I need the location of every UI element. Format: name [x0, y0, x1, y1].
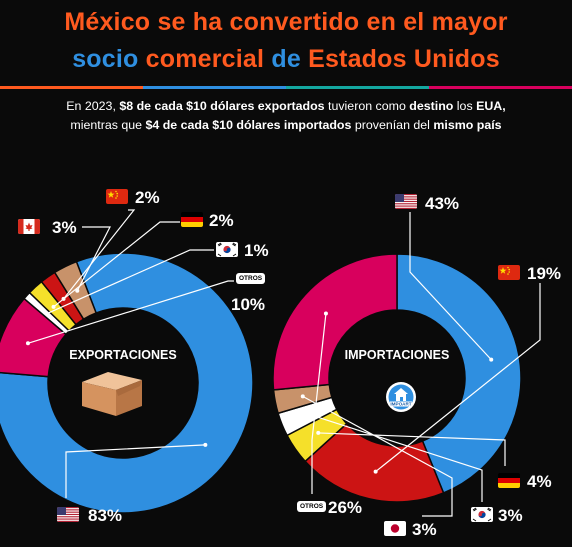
- leader-imp-korea-dot: [306, 412, 311, 417]
- japan-flag-icon: [384, 521, 406, 536]
- korea-flag-icon: [216, 242, 238, 257]
- importaciones-label: IMPORTACIONES: [344, 348, 450, 362]
- leader-imp-korea: [307, 413, 483, 502]
- korea-flag-icon: [471, 507, 493, 522]
- leader-imp-otros-dot: [323, 311, 328, 316]
- china-flag-icon: [106, 189, 128, 204]
- title-word: mayor: [431, 8, 508, 36]
- leader-exp-usa: [65, 444, 206, 498]
- subtitle-text: $8 de cada $10 dólares exportados: [119, 99, 325, 113]
- subtitle-text: mientras que: [70, 118, 146, 132]
- leader-imp-germany-dot: [316, 430, 321, 435]
- leader-imp-china-dot: [373, 469, 378, 474]
- leader-imp-china: [375, 283, 541, 473]
- title-line-1: México se ha convertido en el mayor: [0, 8, 572, 37]
- exp-otros-pct: 10%: [231, 295, 266, 314]
- imp-otros-pct: 26%: [328, 498, 363, 517]
- divider-orange: [0, 86, 143, 89]
- exp-korea-pct: 1%: [244, 241, 269, 260]
- leader-exp-germany: [53, 221, 180, 308]
- subtitle-text: $4 de cada $10 dólares importados: [145, 118, 352, 132]
- leader-exp-canada-dot: [75, 288, 80, 293]
- subtitle: En 2023, $8 de cada $10 dólares exportad…: [0, 97, 572, 135]
- leader-exp-germany-dot: [51, 304, 56, 309]
- exp-canada-pct: 3%: [52, 218, 77, 237]
- exp-china-pct: 2%: [135, 188, 160, 207]
- subtitle-text: los: [453, 99, 477, 113]
- exportaciones-label: EXPORTACIONES: [69, 348, 177, 362]
- donut-hole: [330, 311, 464, 445]
- title-word: se ha convertido en el: [157, 8, 425, 36]
- leader-lines: [25, 209, 541, 517]
- title-word: socio: [72, 45, 139, 73]
- leader-imp-otros: [311, 313, 327, 494]
- divider-magenta: [429, 86, 572, 89]
- leader-exp-china: [63, 209, 136, 300]
- imp-korea-pct: 3%: [498, 506, 523, 525]
- leader-imp-usa: [409, 212, 492, 361]
- leader-exp-korea: [46, 249, 214, 315]
- germany-flag-icon: [181, 212, 203, 227]
- canada-flag-icon: [18, 219, 40, 234]
- subtitle-text: En 2023,: [66, 99, 120, 113]
- donut-slice-estados-unidos: [396, 253, 522, 494]
- exp-germany-pct: 2%: [209, 211, 234, 230]
- svg-text:IMPOART: IMPOART: [390, 402, 411, 407]
- subtitle-text: EUA,: [476, 99, 506, 113]
- usa-flag-icon: [57, 507, 79, 522]
- leader-imp-japan: [302, 395, 453, 517]
- otros-icon: OTROS: [297, 501, 327, 512]
- subtitle-text: mismo país: [433, 118, 502, 132]
- imp-japan-pct: 3%: [412, 520, 437, 539]
- usa-flag-icon: [395, 194, 417, 209]
- title-word: comercial: [145, 45, 265, 73]
- subtitle-text: provenían del: [351, 118, 434, 132]
- leader-imp-germany: [318, 432, 506, 466]
- exp-usa-pct: 83%: [88, 506, 123, 525]
- donut-slice-estados-unidos: [0, 252, 254, 514]
- title-line-2: socio comercial de Estados Unidos: [0, 45, 572, 74]
- import-icon: IMPOART: [386, 382, 416, 412]
- leader-exp-korea-dot: [44, 311, 49, 316]
- title-word: México: [64, 8, 151, 36]
- otros-icon: OTROS: [236, 273, 266, 284]
- imp-germany-pct: 4%: [527, 472, 552, 491]
- leader-exp-canada: [76, 226, 111, 291]
- divider-teal: [286, 86, 429, 89]
- divider-blue: [143, 86, 286, 89]
- title-word: Estados Unidos: [308, 45, 500, 73]
- china-flag-icon: [498, 265, 520, 280]
- leader-exp-otros: [27, 280, 234, 344]
- imp-china-pct: 19%: [527, 264, 562, 283]
- subtitle-text: destino: [409, 99, 454, 113]
- leader-imp-usa-dot: [489, 357, 494, 362]
- leader-exp-otros-dot: [25, 341, 30, 346]
- importaciones-donut: [272, 253, 522, 503]
- donut-slice-otros: [272, 253, 398, 391]
- subtitle-text: tuvieron como: [324, 99, 410, 113]
- title-word: de: [271, 45, 301, 73]
- box-icon: [82, 372, 142, 416]
- leader-imp-japan-dot: [300, 394, 305, 399]
- germany-flag-icon: [498, 473, 520, 488]
- imp-usa-pct: 43%: [425, 194, 460, 213]
- leader-exp-usa-dot: [203, 442, 208, 447]
